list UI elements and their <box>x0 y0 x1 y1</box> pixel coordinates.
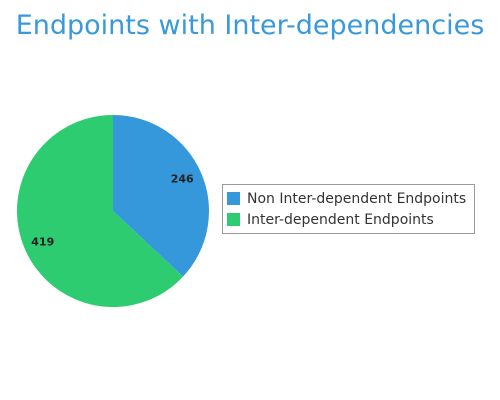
chart-legend: Non Inter-dependent Endpoints Inter-depe… <box>222 184 475 234</box>
data-label-0: 246 <box>171 173 194 186</box>
pie-slice-0[interactable] <box>113 115 209 277</box>
chart-title: Endpoints with Inter-dependencies <box>15 10 485 41</box>
legend-item-non-inter-dependent[interactable]: Non Inter-dependent Endpoints <box>227 188 474 209</box>
legend-swatch <box>227 213 240 226</box>
data-label-1: 419 <box>31 235 54 248</box>
legend-swatch <box>227 192 240 205</box>
legend-item-inter-dependent[interactable]: Inter-dependent Endpoints <box>227 209 474 230</box>
legend-label: Inter-dependent Endpoints <box>247 211 434 228</box>
legend-label: Non Inter-dependent Endpoints <box>247 190 467 207</box>
pie-slice-1[interactable] <box>16 115 184 308</box>
